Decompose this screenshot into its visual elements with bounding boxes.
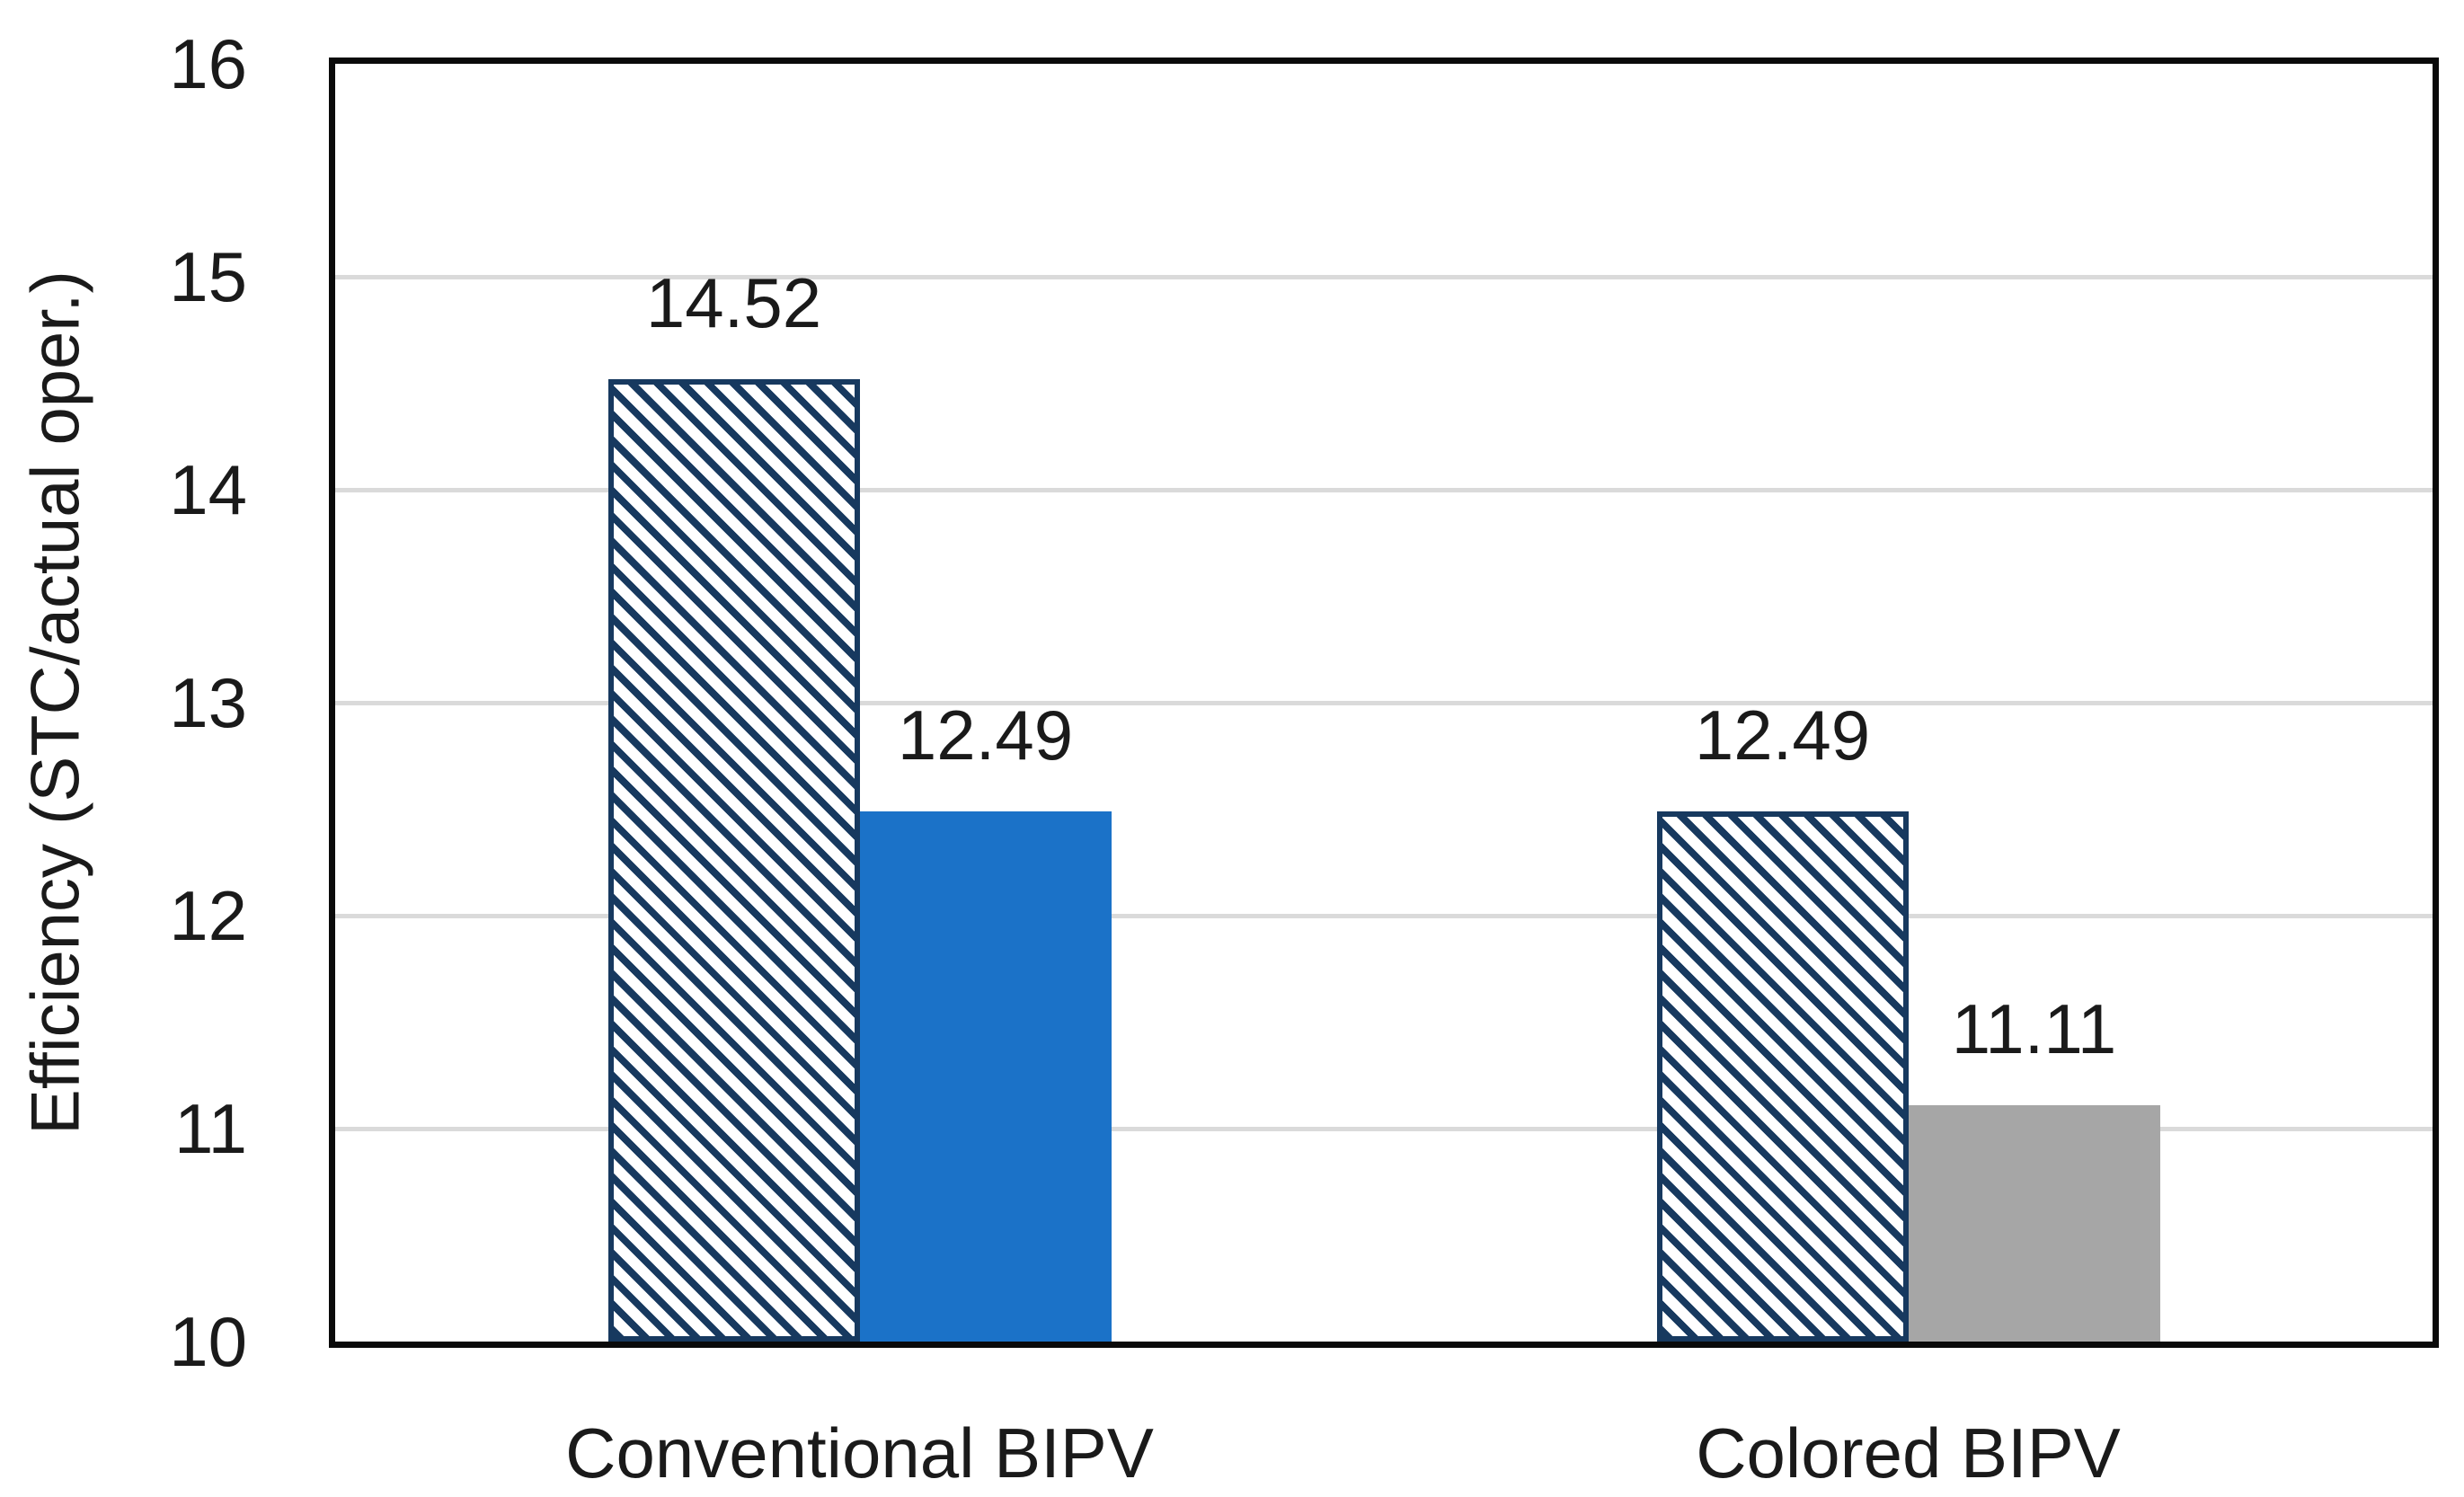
gridline: [335, 700, 2433, 705]
y-tick-label: 11: [174, 1089, 247, 1168]
bar-data-label: 14.52: [645, 262, 822, 342]
gridline: [335, 913, 2433, 918]
y-tick-label: 12: [169, 876, 247, 955]
y-tick-label: 13: [169, 663, 247, 742]
y-tick-label: 14: [169, 450, 247, 529]
bar-data-label: 11.11: [1951, 988, 2117, 1068]
gridline: [335, 274, 2433, 279]
y-tick-label: 10: [169, 1302, 247, 1381]
bar-data-label: 12.49: [1694, 695, 1871, 775]
y-tick-label: 16: [169, 24, 247, 103]
bar-hatched-conventional-bipv: [607, 378, 860, 1342]
x-category-label-conventional-bipv: Conventional BIPV: [565, 1413, 1154, 1493]
bar-data-label: 12.49: [897, 695, 1074, 775]
bar-solid-conventional-bipv: [859, 811, 1112, 1342]
gridline: [335, 1126, 2433, 1131]
gridline: [335, 487, 2433, 492]
bar-hatched-colored-bipv: [1656, 811, 1909, 1342]
plot-area-frame: [329, 58, 2439, 1348]
bar-solid-colored-bipv: [1908, 1104, 2160, 1342]
x-category-label-colored-bipv: Colored BIPV: [1696, 1413, 2121, 1493]
y-tick-label: 15: [169, 237, 247, 316]
